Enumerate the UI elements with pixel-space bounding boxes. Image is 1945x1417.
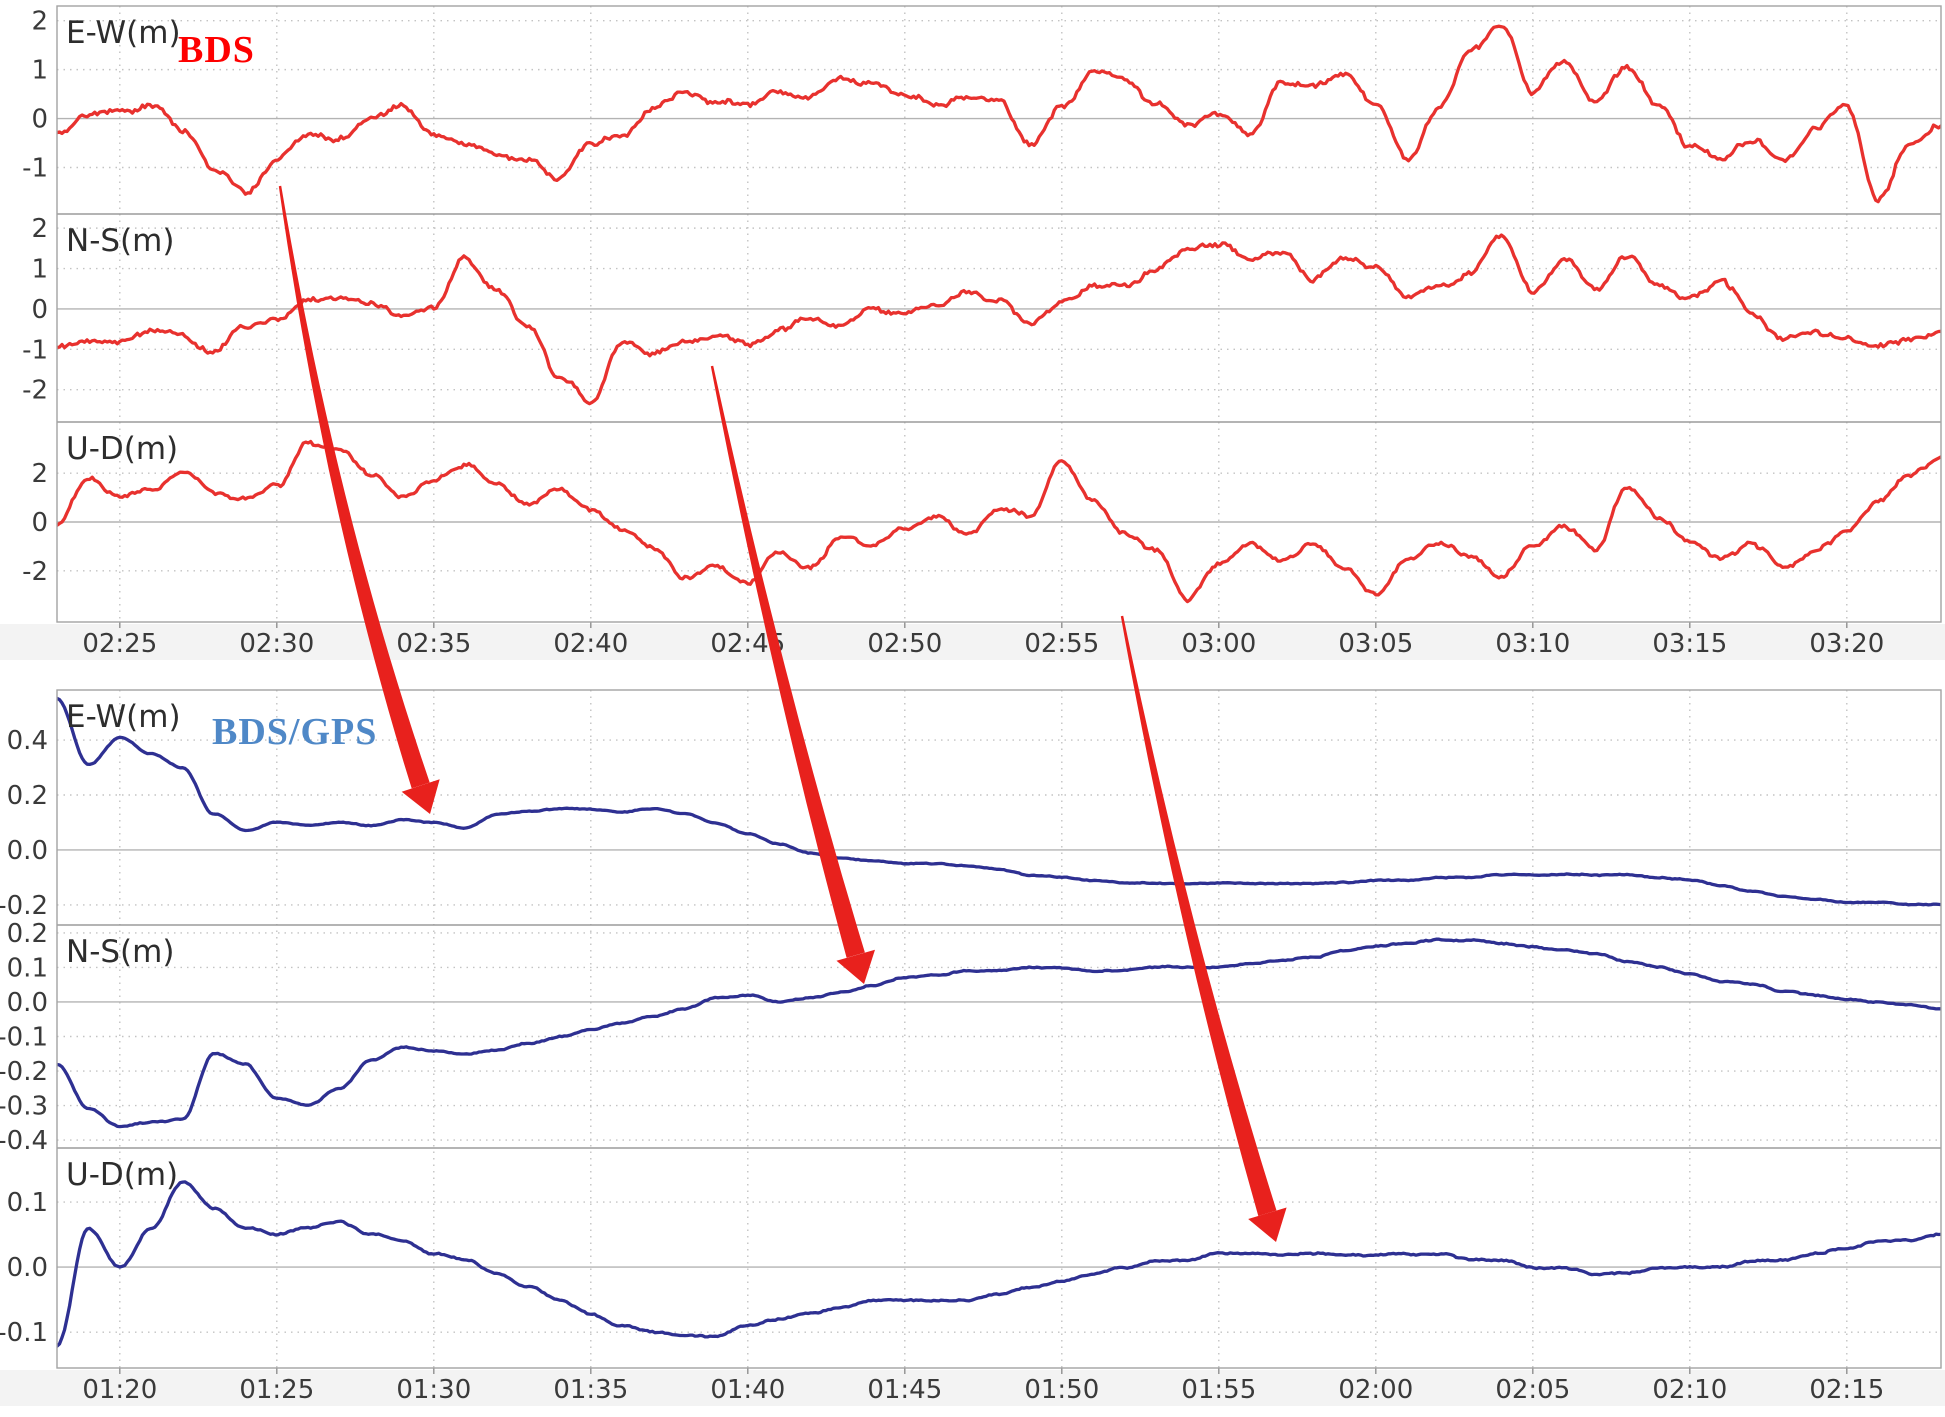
bds-chart: 02:25 02:30 02:35 02:40 02:45 02:50 02:55 03:00… — [0, 5, 1945, 660]
series-lines — [57, 24, 1941, 604]
bds-ud-series-line — [57, 439, 1941, 604]
y-tick-label: 0.1 — [7, 953, 48, 983]
red-arrow-head-icon — [836, 949, 875, 984]
bds-ew-series-line — [57, 24, 1941, 204]
gridlines — [57, 6, 1941, 628]
x-tick-label: 02:35 — [396, 629, 471, 659]
y-tick-label: 0.0 — [7, 1253, 48, 1283]
x-tick-label: 01:40 — [710, 1375, 785, 1405]
bds-gps-legend-label: BDS/GPS — [212, 711, 378, 753]
axis-labels: 01:20 01:25 01:30 01:35 01:40 01:45 01:50 01:55… — [0, 699, 1884, 1405]
gridlines — [57, 690, 1941, 1374]
x-tick-label: 03:10 — [1495, 629, 1570, 659]
red-arrow-shaft-1 — [278, 185, 430, 789]
x-tick-label: 02:10 — [1652, 1375, 1727, 1405]
series-lines — [57, 696, 1941, 1348]
y-tick-label: 0.2 — [7, 919, 48, 949]
x-tick-label: 03:15 — [1652, 629, 1727, 659]
plot-border — [56, 689, 1942, 1369]
x-tick-label: 02:15 — [1809, 1375, 1884, 1405]
y-tick-label: 0.4 — [7, 726, 48, 756]
x-label-band — [0, 624, 1945, 660]
x-tick-label: 02:00 — [1338, 1375, 1413, 1405]
x-tick-label: 02:05 — [1495, 1375, 1570, 1405]
y-tick-label: -0.1 — [0, 1023, 48, 1053]
y-tick-label: -2 — [22, 557, 48, 587]
x-tick-label: 02:40 — [553, 629, 628, 659]
y-tick-label: 0.1 — [7, 1188, 48, 1218]
y-tick-label: 1 — [31, 255, 48, 285]
y-tick-label: -0.2 — [0, 891, 48, 921]
x-tick-label: 01:25 — [239, 1375, 314, 1405]
bds-ns-series-line — [57, 233, 1941, 406]
y-tick-label: -0.3 — [0, 1092, 48, 1122]
y-tick-label: 2 — [31, 7, 48, 37]
panel-ylabel: N-S(m) — [66, 934, 174, 970]
y-tick-label: 2 — [31, 459, 48, 489]
red-arrow-shaft-2 — [710, 365, 865, 958]
y-tick-label: -0.2 — [0, 1057, 48, 1087]
x-tick-label: 01:55 — [1181, 1375, 1256, 1405]
panel-ylabel: U-D(m) — [66, 1157, 178, 1193]
y-tick-label: -1 — [22, 335, 48, 365]
x-tick-label: 02:55 — [1024, 629, 1099, 659]
panel-ylabel: E-W(m) — [66, 15, 181, 51]
panel-ylabel: U-D(m) — [66, 431, 178, 467]
bds-gps-chart: 01:20 01:25 01:30 01:35 01:40 01:45 01:50 01:55… — [0, 689, 1945, 1406]
y-tick-label: -2 — [22, 376, 48, 406]
y-tick-label: 1 — [31, 56, 48, 86]
bds-gps-ns-series-line — [57, 937, 1941, 1129]
y-tick-label: 0 — [31, 105, 48, 135]
red-arrow-shaft-3 — [1120, 615, 1277, 1216]
y-tick-label: 0.0 — [7, 836, 48, 866]
x-tick-label: 02:50 — [867, 629, 942, 659]
y-tick-label: -1 — [22, 154, 48, 184]
axis-labels: 02:25 02:30 02:35 02:40 02:45 02:50 02:55 03:00… — [22, 7, 1884, 659]
x-tick-label: 02:30 — [239, 629, 314, 659]
y-tick-label: -0.4 — [0, 1126, 48, 1156]
bds-legend-label: BDS — [178, 29, 255, 71]
y-tick-label: 0 — [31, 295, 48, 325]
bds-gps-ud-series-line — [57, 1180, 1941, 1348]
x-tick-label: 03:05 — [1338, 629, 1413, 659]
x-tick-label: 01:35 — [553, 1375, 628, 1405]
red-arrow-head-icon — [401, 779, 440, 814]
x-tick-label: 01:30 — [396, 1375, 471, 1405]
y-tick-label: 0.0 — [7, 988, 48, 1018]
y-tick-label: 2 — [31, 214, 48, 244]
x-tick-label: 03:20 — [1809, 629, 1884, 659]
x-tick-label: 02:25 — [82, 629, 157, 659]
x-label-band — [0, 1370, 1945, 1406]
x-tick-label: 01:50 — [1024, 1375, 1099, 1405]
panel-ylabel: E-W(m) — [66, 699, 181, 735]
bds-gps-ew-series-line — [57, 696, 1941, 907]
x-tick-label: 01:45 — [867, 1375, 942, 1405]
y-tick-label: 0 — [31, 508, 48, 538]
panel-ylabel: N-S(m) — [66, 223, 174, 259]
x-tick-label: 01:20 — [82, 1375, 157, 1405]
plot-border — [56, 5, 1942, 623]
x-tick-label: 03:00 — [1181, 629, 1256, 659]
trend-arrows — [278, 185, 1287, 1242]
red-arrow-head-icon — [1248, 1207, 1287, 1242]
y-tick-label: 0.2 — [7, 781, 48, 811]
y-tick-label: -0.1 — [0, 1318, 48, 1348]
